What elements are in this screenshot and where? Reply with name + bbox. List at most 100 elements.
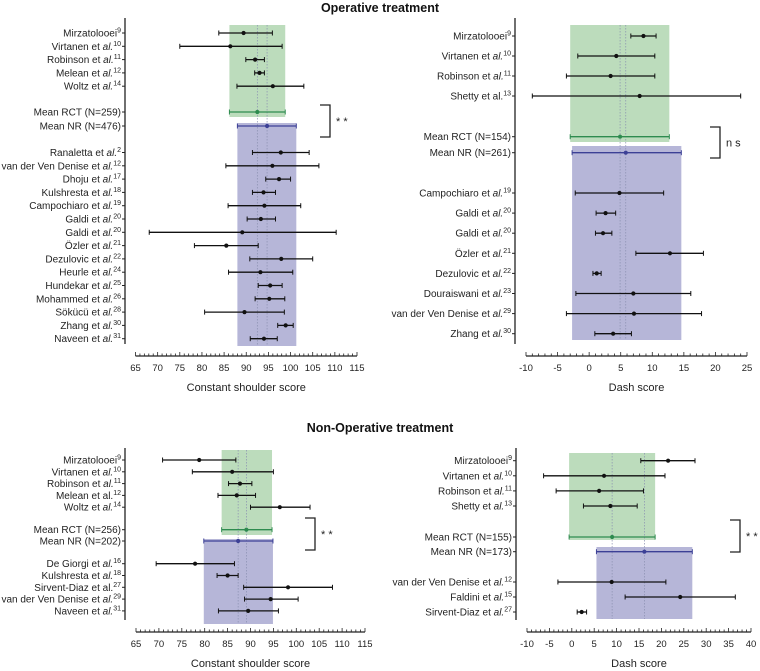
x-axis-label: Dash score [609, 382, 665, 394]
reference-superscript: 12 [113, 160, 121, 167]
point-estimate [610, 534, 615, 540]
study-row: van der Ven Denise et al.12 [392, 577, 667, 589]
point-estimate [276, 177, 282, 182]
x-tick-label: -10 [520, 639, 534, 650]
x-tick-label: 85 [222, 639, 233, 650]
study-row: Hundekar et al.25 [45, 280, 283, 292]
point-estimate [642, 549, 647, 554]
label-text: Robinson et [438, 486, 494, 497]
label-et-al: al. [494, 608, 505, 619]
point-estimate [603, 211, 608, 216]
row-label: Robinson et al.11 [438, 485, 512, 497]
study-row: Dhoju et al.17 [63, 174, 292, 186]
reference-superscript: 29 [113, 594, 121, 601]
study-row: Galdi et al.20 [65, 227, 337, 239]
reference-superscript: 19 [113, 200, 121, 207]
label-text: Mean RCT (N=155) [425, 533, 512, 544]
label-et-al: al. [103, 82, 114, 93]
label-et-al: al. [493, 289, 504, 300]
study-row: Mirzatolooei9 [63, 455, 237, 467]
row-label: Mirzatolooei9 [63, 455, 121, 467]
label-et-al: al. [103, 334, 114, 345]
mean-row-nr: Mean NR (N=173) [431, 547, 693, 558]
reference-superscript: 12 [113, 490, 121, 497]
reference-superscript: 13 [503, 91, 511, 98]
study-row: Melean et al.12 [56, 490, 257, 502]
reference-superscript: 20 [503, 228, 511, 235]
mean-row-rct: Mean RCT (N=154) [424, 132, 670, 143]
label-et-al: al. [103, 268, 114, 279]
label-text: Robinson et [47, 479, 103, 490]
point-estimate [242, 310, 247, 315]
point-estimate [623, 150, 628, 155]
point-estimate [228, 44, 233, 49]
point-estimate [678, 594, 683, 600]
x-tick-label: 105 [311, 639, 327, 650]
row-label: Heurle et al.24 [59, 267, 121, 279]
reference-superscript: 20 [113, 214, 121, 221]
point-estimate [278, 150, 283, 155]
label-et-al: al. [103, 175, 114, 186]
label-text: Naveen et [54, 606, 102, 617]
label-text: Mirzatolooei [454, 456, 508, 467]
label-text: Mean RCT (N=154) [424, 132, 511, 143]
label-text: Zhang et [60, 321, 102, 332]
study-row: van der Ven Denise et al.12 [1, 160, 320, 172]
reference-superscript: 10 [504, 470, 512, 477]
study-row: Mirzatolooei9 [454, 455, 696, 467]
row-label: Mean NR (N=202) [40, 537, 121, 548]
point-estimate [257, 70, 262, 75]
label-et-al: al. [494, 486, 505, 497]
label-text: van der Ven Denise et [392, 578, 493, 589]
reference-superscript: 16 [113, 558, 121, 565]
reference-superscript: 22 [113, 253, 121, 260]
reference-superscript: 20 [113, 227, 121, 234]
point-estimate [667, 251, 673, 256]
study-row: Ranaletta et al.2 [50, 147, 310, 159]
point-estimate [600, 231, 606, 236]
mean-row-nr: Mean NR (N=202) [40, 537, 274, 548]
point-estimate [234, 493, 239, 498]
reference-superscript: 2 [117, 147, 121, 154]
row-label: Mean RCT (N=154) [424, 132, 511, 143]
label-text: Melean et [56, 68, 103, 79]
label-text: Özler et [455, 248, 493, 260]
study-row: Douraiswani et al.23 [424, 288, 692, 300]
study-row: Galdi et al.20 [65, 214, 276, 226]
study-row: Heurle et al.24 [59, 267, 294, 279]
label-et-al: al. [103, 55, 114, 66]
row-label: Galdi et al.20 [455, 208, 511, 220]
label-et-al: al. [493, 209, 504, 220]
study-row: Melean et al.12 [56, 67, 265, 79]
point-estimate [236, 538, 241, 544]
x-tick-label: 75 [175, 363, 186, 374]
study-row: Faldini et al.15 [450, 592, 736, 604]
study-row: Kulshresta et al.18 [41, 187, 276, 199]
label-text: Heurle et [59, 268, 102, 279]
point-estimate [637, 93, 642, 99]
label-text: Robinson et [47, 55, 103, 66]
label-text: Hundekar et [45, 281, 102, 292]
point-estimate [283, 323, 288, 328]
row-label: Kulshresta et al.18 [41, 187, 121, 199]
label-text: Melean et al. [56, 491, 113, 502]
point-estimate [579, 609, 584, 615]
significance-bracket [710, 126, 721, 159]
point-estimate [609, 579, 614, 585]
x-tick-label: 90 [245, 639, 256, 650]
significance-label: * * [321, 529, 333, 541]
study-row: Dezulovic et al.22 [435, 268, 602, 280]
reference-superscript: 27 [113, 582, 121, 589]
point-estimate [237, 481, 243, 486]
study-row: Virtanen et al.10 [52, 466, 274, 478]
study-row: Zhang et al.30 [60, 320, 294, 332]
label-et-al: al. [103, 215, 114, 226]
row-label: Woltz et al.14 [64, 502, 121, 514]
x-tick-label: 110 [327, 363, 342, 374]
label-text: Mirzatolooei [63, 29, 117, 40]
row-label: Mean NR (N=261) [430, 148, 511, 159]
label-et-al: al. [103, 559, 114, 570]
